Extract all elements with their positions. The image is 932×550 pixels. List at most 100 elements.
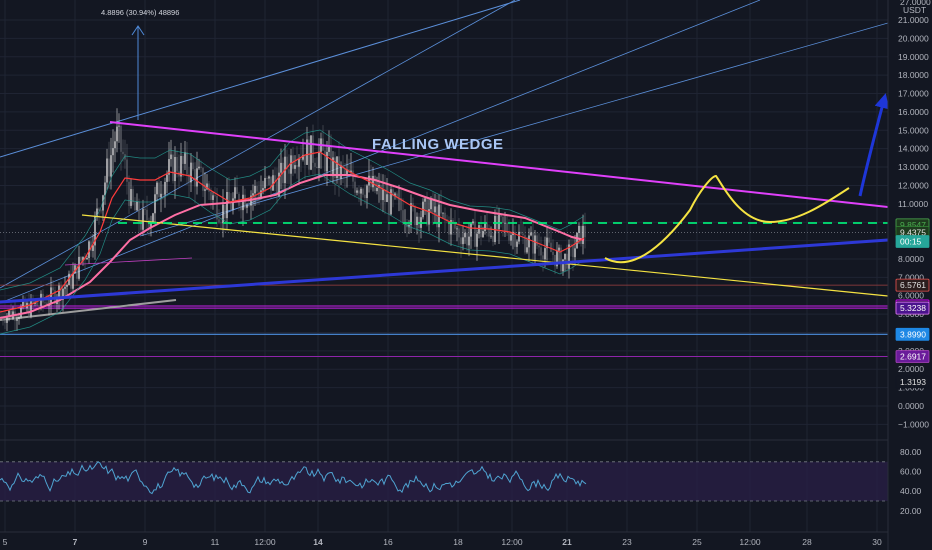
candle-body xyxy=(332,157,334,177)
price-badge xyxy=(895,350,930,363)
candle-body xyxy=(354,181,356,193)
candle-body xyxy=(60,285,62,300)
plot-region xyxy=(0,0,888,358)
candle-body xyxy=(280,162,282,173)
candle-body xyxy=(38,305,40,307)
candle-body xyxy=(558,247,560,251)
candle-body xyxy=(560,247,562,272)
time-axis[interactable]: 5 7 9 11 12:00 14 16 18 12:00 21 23 25 12:00 28 30 xyxy=(3,537,882,547)
candle-body xyxy=(436,206,438,228)
time-tick-label: 9 xyxy=(143,537,148,547)
candle-body xyxy=(362,188,364,195)
candle-body xyxy=(442,212,444,214)
candle-body xyxy=(514,231,516,247)
time-tick-label: 18 xyxy=(453,537,463,547)
candle-body xyxy=(144,209,146,210)
candle-body xyxy=(326,151,328,172)
candle-body xyxy=(14,311,16,321)
candle-body xyxy=(486,222,488,229)
candle-body xyxy=(466,232,468,246)
candle-body xyxy=(328,147,330,152)
candle-body xyxy=(118,125,120,127)
candle-body xyxy=(218,219,220,223)
candle-body xyxy=(140,221,142,230)
candle-body xyxy=(194,169,196,187)
candle-body xyxy=(302,154,304,160)
candle-body xyxy=(416,216,418,226)
price-tick-label: −1.0000 xyxy=(898,419,929,429)
candle-body xyxy=(578,225,580,233)
candle-body xyxy=(172,154,174,182)
candle-body xyxy=(330,147,332,177)
candle-body xyxy=(316,166,318,168)
projection-curve xyxy=(604,174,850,264)
price-badge xyxy=(895,278,930,292)
candle-body xyxy=(454,222,456,229)
candle-body xyxy=(480,225,482,238)
candle-body xyxy=(460,237,462,245)
candle-body xyxy=(22,300,24,308)
candle-body xyxy=(212,195,214,200)
price-badge xyxy=(895,235,930,248)
candle-body xyxy=(518,231,520,242)
candle-body xyxy=(534,235,536,254)
candle-body xyxy=(300,158,302,160)
candle-body xyxy=(580,225,582,244)
candle-body xyxy=(176,156,178,172)
price-tick-label: 13.0000 xyxy=(898,162,929,172)
candle-body xyxy=(130,189,132,206)
candle-body xyxy=(384,189,386,203)
candle-body xyxy=(450,220,452,235)
time-tick-label: 23 xyxy=(622,537,632,547)
candle-body xyxy=(544,248,546,260)
price-tick-label: 11.0000 xyxy=(898,199,928,209)
candle-body xyxy=(184,152,186,164)
price-tick-label: 0.0000 xyxy=(898,401,924,411)
candle-body xyxy=(264,178,266,189)
candle-body xyxy=(192,162,194,170)
candle-body xyxy=(0,315,2,317)
candle-body xyxy=(576,232,578,249)
candle-body xyxy=(368,175,370,186)
candle-body xyxy=(76,265,78,279)
candle-body xyxy=(204,189,206,191)
price-badge xyxy=(895,327,930,341)
moving-averages xyxy=(0,129,585,335)
candle-body xyxy=(360,188,362,194)
candle-body xyxy=(414,206,416,226)
candle-body xyxy=(160,193,162,198)
candle-body xyxy=(96,208,98,217)
price-tick-label: 19.0000 xyxy=(898,52,929,62)
candle-body xyxy=(526,247,528,253)
candle-body xyxy=(386,194,388,203)
candle-body xyxy=(500,214,502,217)
time-tick-label: 21 xyxy=(562,537,572,547)
candle-body xyxy=(128,181,130,206)
candle-body xyxy=(170,154,172,160)
rsi-tick-label: 20.00 xyxy=(900,506,922,516)
candle-body xyxy=(246,205,248,208)
candle-body xyxy=(242,194,244,211)
candle-body xyxy=(462,237,464,245)
candle-body xyxy=(28,302,30,316)
candle-body xyxy=(182,156,184,164)
candle-body xyxy=(548,237,550,243)
candle-body xyxy=(216,195,218,220)
candle-body xyxy=(550,242,552,252)
candle-body xyxy=(78,256,80,279)
candle-body xyxy=(276,181,278,196)
time-tick-label: 5 xyxy=(3,537,8,547)
rsi-band xyxy=(0,461,888,501)
candle-body xyxy=(430,198,432,210)
candle-body xyxy=(338,156,340,179)
candle-body xyxy=(410,203,412,225)
time-tick-label: 30 xyxy=(872,537,882,547)
candle-body xyxy=(570,244,572,246)
candle-body xyxy=(382,189,384,201)
support-trend-line xyxy=(0,238,888,304)
candle-body xyxy=(470,223,472,237)
candle-body xyxy=(344,168,346,175)
candle-body xyxy=(358,190,360,194)
